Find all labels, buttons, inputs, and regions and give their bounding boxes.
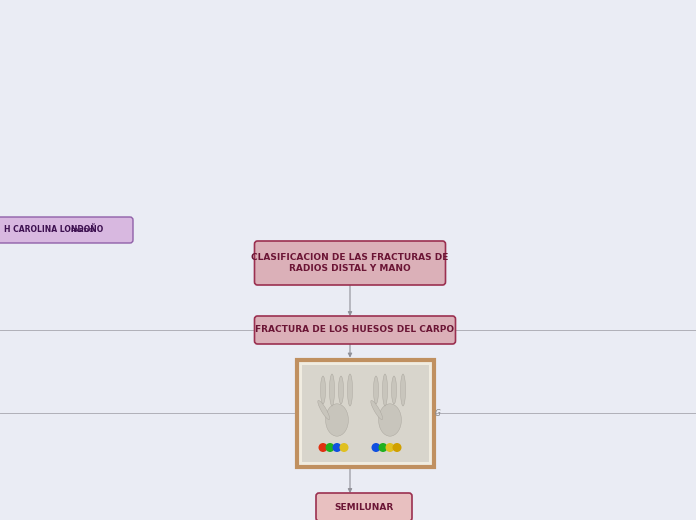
Ellipse shape [400, 374, 406, 406]
Text: PARDO: PARDO [70, 228, 95, 232]
Ellipse shape [391, 376, 397, 404]
FancyBboxPatch shape [255, 241, 445, 285]
Circle shape [319, 443, 328, 452]
FancyBboxPatch shape [255, 316, 455, 344]
Text: H CAROLINA LONDOÑO: H CAROLINA LONDOÑO [4, 226, 106, 235]
Bar [301, 365, 429, 462]
Ellipse shape [338, 376, 344, 404]
Text: FRACTURA DE LOS HUESOS DEL CARPO: FRACTURA DE LOS HUESOS DEL CARPO [255, 326, 454, 334]
Ellipse shape [379, 404, 402, 436]
Ellipse shape [347, 374, 352, 406]
Circle shape [372, 443, 381, 452]
Ellipse shape [383, 374, 388, 406]
Text: CLASIFICACION DE LAS FRACTURAS DE
RADIOS DISTAL Y MANO: CLASIFICACION DE LAS FRACTURAS DE RADIOS… [251, 253, 449, 273]
FancyBboxPatch shape [316, 493, 412, 520]
Circle shape [379, 443, 388, 452]
Ellipse shape [371, 400, 383, 420]
Ellipse shape [320, 376, 326, 404]
Circle shape [340, 443, 349, 452]
Ellipse shape [326, 404, 349, 436]
FancyBboxPatch shape [296, 359, 434, 466]
Ellipse shape [374, 376, 379, 404]
Circle shape [393, 443, 402, 452]
Text: SEMILUNAR: SEMILUNAR [334, 502, 394, 512]
Circle shape [326, 443, 335, 452]
FancyBboxPatch shape [0, 217, 133, 243]
Ellipse shape [329, 374, 335, 406]
Circle shape [333, 443, 342, 452]
Circle shape [386, 443, 395, 452]
Ellipse shape [318, 400, 330, 420]
Text: G: G [435, 409, 441, 418]
